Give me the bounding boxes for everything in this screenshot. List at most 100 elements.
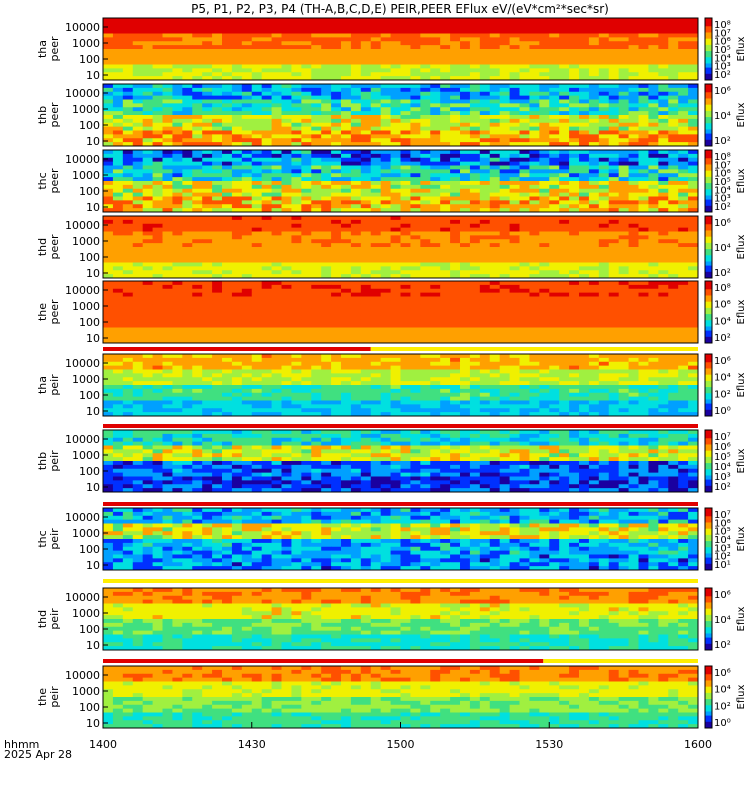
spectrogram-cell [242,255,252,259]
spectrogram-cell [549,134,559,138]
spectrogram-cell [599,259,609,263]
spectrogram-cell [569,312,579,316]
spectrogram-cell [460,96,470,100]
spectrogram-cell [291,239,301,243]
spectrogram-cell [440,185,450,189]
spectrogram-cell [143,197,153,201]
spectrogram-cell [539,255,549,259]
spectrogram-cell [609,166,619,170]
spectrogram-cell [520,92,530,96]
spectrogram-cell [252,68,262,72]
spectrogram-cell [629,154,639,158]
spectrogram-cell [123,312,133,316]
spectrogram-cell [609,100,619,104]
spectrogram-cell [361,224,371,228]
spectrogram-cell [510,181,520,185]
spectrogram-cell [192,181,202,185]
spectrogram-cell [232,281,242,285]
spectrogram-cell [172,285,182,289]
spectrogram-cell [500,134,510,138]
spectrogram-cell [272,30,282,34]
spectrogram-cell [668,181,678,185]
spectrogram-cell [242,243,252,247]
spectrogram-cell [381,134,391,138]
spectrogram-cell [520,270,530,274]
spectrogram-cell [163,239,173,243]
spectrogram-cell [599,37,609,41]
spectrogram-cell [500,255,510,259]
spectrogram-cell [123,96,133,100]
spectrogram-cell [579,123,589,127]
spectrogram-cell [272,96,282,100]
spectrogram-cell [282,293,292,297]
spectrogram-cell [192,100,202,104]
spectrogram-cell [291,134,301,138]
spectrogram-cell [510,239,520,243]
spectrogram-cell [242,270,252,274]
spectrogram-cell [242,103,252,107]
spectrogram-cell [282,111,292,115]
spectrogram-cell [301,204,311,208]
spectrogram-cell [153,115,163,119]
spectrogram-cell [619,297,629,301]
spectrogram-cell [678,119,688,123]
spectrogram-cell [410,263,420,267]
spectrogram-cell [559,320,569,324]
spectrogram-cell [331,169,341,173]
spectrogram-cell [351,251,361,255]
spectrogram-cell [480,169,490,173]
spectrogram-cell [658,228,668,232]
spectrogram-cell [420,22,430,26]
spectrogram-cell [272,18,282,22]
spectrogram-cell [510,162,520,166]
spectrogram-cell [272,123,282,127]
spectrogram-cell [629,169,639,173]
spectrogram-cell [321,127,331,131]
spectrogram-cell [143,331,153,335]
spectrogram-cell [133,173,143,177]
spectrogram-cell [331,41,341,45]
spectrogram-cell [163,185,173,189]
spectrogram-cell [470,285,480,289]
spectrogram-cell [559,312,569,316]
spectrogram-cell [351,65,361,69]
spectrogram-cell [609,185,619,189]
spectrogram-cell [371,189,381,193]
spectrogram-cell [559,61,569,65]
spectrogram-cell [490,300,500,304]
spectrogram-cell [678,134,688,138]
spectrogram-cell [153,216,163,220]
spectrogram-cell [589,204,599,208]
spectrogram-cell [123,270,133,274]
spectrogram-cell [172,30,182,34]
spectrogram-cell [242,308,252,312]
spectrogram-cell [133,57,143,61]
spectrogram-cell [311,235,321,239]
spectrogram-cell [103,37,113,41]
spectrogram-cell [291,266,301,270]
spectrogram-cell [410,134,420,138]
spectrogram-cell [639,335,649,339]
spectrogram-cell [470,259,480,263]
spectrogram-cell [361,185,371,189]
spectrogram-cell [450,266,460,270]
spectrogram-cell [460,41,470,45]
spectrogram-cell [490,247,500,251]
spectrogram-cell [579,154,589,158]
spectrogram-cell [549,49,559,53]
spectrogram-cell [321,235,331,239]
spectrogram-cell [549,331,559,335]
spectrogram-cell [381,285,391,289]
spectrogram-cell [172,96,182,100]
spectrogram-cell [539,243,549,247]
spectrogram-cell [272,324,282,328]
spectrogram-cell [401,232,411,236]
spectrogram-cell [143,115,153,119]
spectrogram-cell [331,320,341,324]
spectrogram-cell [351,281,361,285]
spectrogram-cell [609,266,619,270]
spectrogram-cell [639,88,649,92]
spectrogram-cell [222,204,232,208]
spectrogram-cell [639,255,649,259]
